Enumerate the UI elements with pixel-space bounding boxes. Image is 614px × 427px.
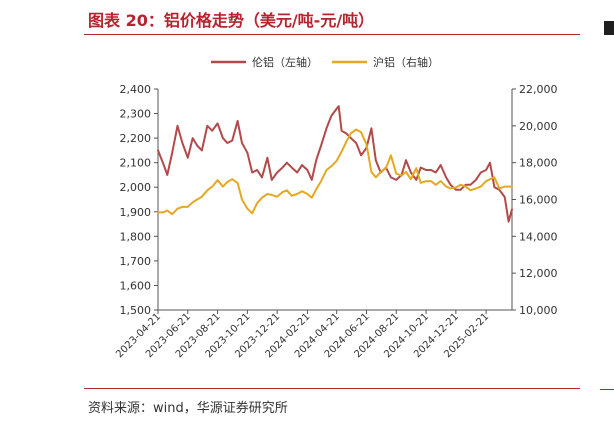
series-line-shfe: [157, 128, 513, 216]
y-left-tick-label: 2,100: [120, 157, 152, 170]
figure-title: 图表 20：铝价格走势（美元/吨-元/吨）: [88, 11, 375, 30]
y-right-tick-label: 10,000: [519, 304, 558, 317]
next-figure-marker: [604, 21, 614, 35]
y-left-tick-label: 1,700: [120, 255, 152, 268]
y-right-tick-label: 16,000: [519, 194, 558, 207]
series-line-lme: [157, 105, 513, 223]
y-left-tick-label: 2,400: [120, 83, 152, 96]
header-divider: [84, 34, 580, 35]
report-header: 图表 20：铝价格走势（美元/吨-元/吨）: [0, 0, 596, 33]
y-right-tick-label: 14,000: [519, 230, 558, 243]
y-left-tick-label: 1,600: [120, 279, 152, 292]
y-left-tick-label: 2,300: [120, 108, 152, 121]
aluminum-price-chart: 伦铝（左轴） 沪铝（右轴） 1,500 1,600 1,700 1,800 1,900 2…: [84, 40, 584, 385]
legend-label-shfe: 沪铝（右轴）: [373, 55, 439, 69]
y-right-tick-label: 22,000: [519, 83, 558, 96]
chart-axes: 1,500 1,600 1,700 1,800 1,900 2,000 2,100 2,200…: [114, 83, 557, 360]
y-left-tick-label: 2,000: [120, 181, 152, 194]
footer-divider: [84, 388, 580, 389]
y-left-tick-label: 1,800: [120, 230, 152, 243]
y-left-tick-label: 2,200: [120, 132, 152, 145]
y-right-tick-label: 12,000: [519, 267, 558, 280]
chart-canvas: 伦铝（左轴） 沪铝（右轴） 1,500 1,600 1,700 1,800 1,900 2…: [114, 55, 557, 360]
y-left-tick-label: 1,500: [120, 304, 152, 317]
next-figure-footer-divider: [600, 389, 614, 390]
chart-series: [157, 105, 513, 223]
y-right-tick-label: 20,000: [519, 120, 558, 133]
y-left-tick-label: 1,900: [120, 206, 152, 219]
y-right-tick-label: 18,000: [519, 157, 558, 170]
chart-legend: 伦铝（左轴） 沪铝（右轴）: [211, 55, 439, 69]
legend-label-lme: 伦铝（左轴）: [252, 55, 318, 69]
source-note: 资料来源：wind，华源证券研究所: [88, 401, 288, 416]
